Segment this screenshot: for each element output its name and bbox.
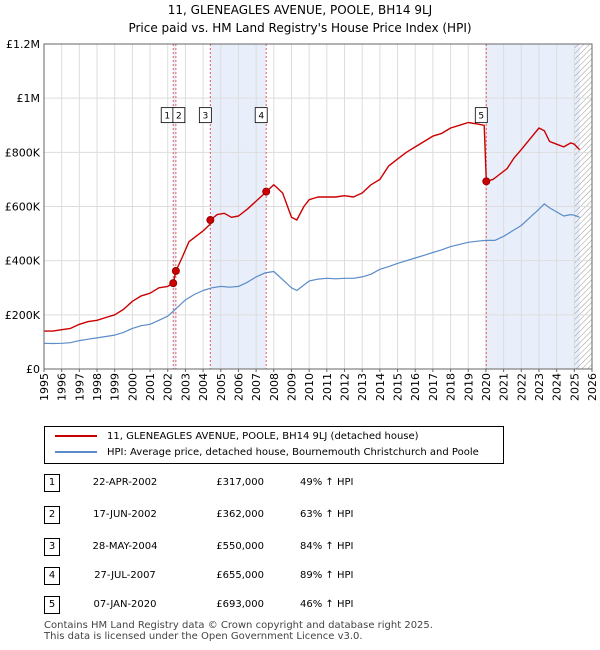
sale-label-text: 2 [176,112,182,122]
x-tick-label: 2013 [356,373,369,401]
x-tick-label: 2014 [374,373,387,401]
row-hpi-change: 84% ↑ HPI [300,541,354,552]
y-tick-label: £400K [5,255,41,268]
row-marker-badge: 5 [44,596,60,614]
legend: 11, GLENEAGLES AVENUE, POOLE, BH14 9LJ (… [44,426,504,464]
row-date: 28-MAY-2004 [92,541,158,552]
x-tick-label: 2017 [427,373,440,401]
table-row: 2 17-JUN-2002 £362,000 63% ↑ HPI [0,506,600,524]
y-tick-label: £1.2M [6,38,40,51]
x-tick-label: 1999 [109,373,122,401]
sale-label-text: 4 [258,112,264,122]
x-tick-label: 2010 [303,373,316,401]
row-marker-badge: 1 [44,474,60,492]
sale-label-box [254,107,268,124]
price-chart: 1 2 3 4 5 £0 £200K £400K £600K £800K £1M £1.2M 1995 1… [5,38,599,401]
x-tick-label: 1997 [73,373,86,401]
hpi-series-line [43,203,580,345]
legend-swatch-hpi [55,451,97,453]
chart-title: 11, GLENEAGLES AVENUE, POOLE, BH14 9LJ [167,3,433,17]
sale-label-text: 3 [202,112,208,122]
row-price: £693,000 [216,599,264,610]
x-tick-label: 1996 [56,373,69,401]
legend-item-hpi: HPI: Average price, detached house, Bour… [55,446,479,460]
sale-point [262,187,271,196]
sale-point [482,177,491,186]
x-tick-label: 2019 [462,373,475,401]
x-tick-label: 2022 [515,373,528,401]
legend-swatch-property [55,435,97,437]
legend-item-property: 11, GLENEAGLES AVENUE, POOLE, BH14 9LJ (… [55,430,419,444]
footer-copyright: Contains HM Land Registry data © Crown c… [44,620,433,631]
x-tick-label: 2024 [551,373,564,401]
row-price: £550,000 [216,541,264,552]
row-date: 07-JAN-2020 [93,599,157,610]
footer-attribution: Contains HM Land Registry data © Crown c… [44,620,433,642]
row-marker-badge: 2 [44,506,60,524]
sale-label-text: 5 [478,112,484,122]
x-tick-label: 2003 [179,373,192,401]
sale-label-box [198,107,212,124]
y-tick-label: £200K [5,309,41,322]
row-hpi-change: 63% ↑ HPI [300,509,354,520]
plot-frame [43,43,593,370]
row-hpi-change: 89% ↑ HPI [300,570,354,581]
legend-label-property: 11, GLENEAGLES AVENUE, POOLE, BH14 9LJ (… [107,431,419,442]
x-tick-label: 2006 [232,373,245,401]
x-tick-label: 2023 [533,373,546,401]
table-row: 5 07-JAN-2020 £693,000 46% ↑ HPI [0,596,600,614]
row-marker-badge: 4 [44,567,60,585]
row-hpi-change: 49% ↑ HPI [300,477,354,488]
table-row: 4 27-JUL-2007 £655,000 89% ↑ HPI [0,567,600,585]
property-series-line [44,121,581,332]
x-tick-label: 2026 [586,373,599,401]
x-tick-label: 2005 [215,373,228,401]
row-date: 27-JUL-2007 [94,570,156,581]
y-tick-label: £1M [17,92,41,105]
x-tick-label: 1998 [91,373,104,401]
row-date: 17-JUN-2002 [93,509,157,520]
x-tick-label: 2012 [339,373,352,401]
x-tick-label: 2009 [285,373,298,401]
sale-label-box [474,107,488,124]
row-price: £362,000 [216,509,264,520]
y-tick-label: £800K [5,146,41,159]
y-tick-label: £0 [26,363,40,376]
row-date: 22-APR-2002 [92,477,158,488]
row-hpi-change: 46% ↑ HPI [300,599,354,610]
table-row: 1 22-APR-2002 £317,000 49% ↑ HPI [0,474,600,492]
x-tick-label: 2011 [321,373,334,401]
row-price: £655,000 [216,570,264,581]
sale-label-box [172,107,186,124]
x-tick-label: 2016 [409,373,422,401]
x-tick-label: 2000 [126,373,139,401]
sale-point [206,216,215,225]
x-tick-label: 2001 [144,373,157,401]
x-tick-label: 2020 [480,373,493,401]
table-row: 3 28-MAY-2004 £550,000 84% ↑ HPI [0,538,600,556]
sale-point [171,266,180,275]
footer-licence: This data is licensed under the Open Gov… [44,631,363,642]
x-tick-label: 2021 [498,373,511,401]
x-tick-label: 2025 [568,373,581,401]
x-tick-label: 1995 [38,373,51,401]
sale-label-text: 1 [164,112,170,122]
x-tick-label: 2015 [392,373,405,401]
row-price: £317,000 [216,477,264,488]
x-tick-label: 2018 [445,373,458,401]
y-tick-label: £600K [5,201,41,214]
row-marker-badge: 3 [44,538,60,556]
x-tick-label: 2004 [197,373,210,401]
chart-subtitle: Price paid vs. HM Land Registry's House … [128,21,472,35]
x-tick-label: 2002 [162,373,175,401]
x-tick-label: 2008 [268,373,281,401]
legend-label-hpi: HPI: Average price, detached house, Bour… [107,447,479,458]
x-tick-label: 2007 [250,373,263,401]
sale-point [169,279,178,288]
